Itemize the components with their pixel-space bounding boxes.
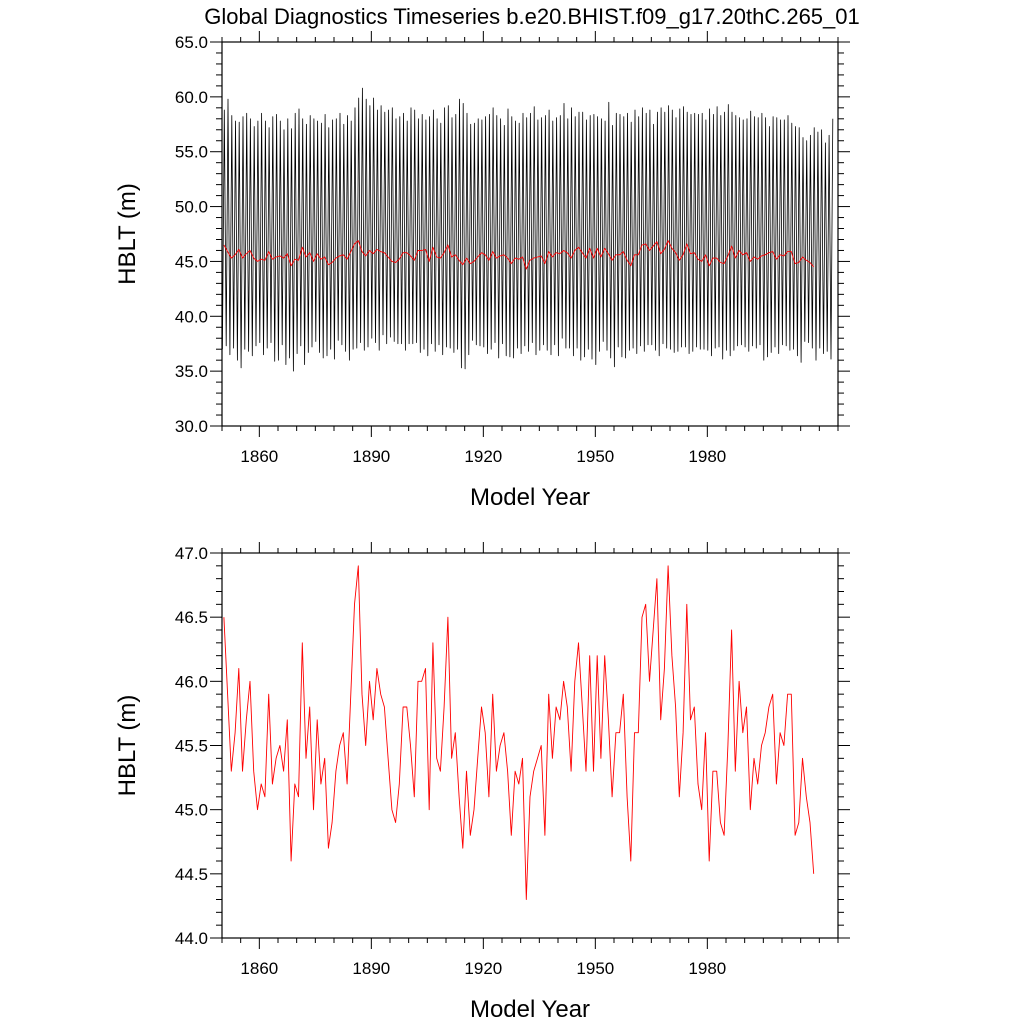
plot-frame [221,552,839,939]
x-tick-label: 1980 [688,959,726,978]
series-line-annual-mean [223,565,815,900]
y-tick-label: 60.0 [175,88,208,107]
plot-frame [221,41,839,427]
x-tick-label: 1860 [240,447,278,466]
y-axis-title: HBLT (m) [114,695,141,797]
x-axis-title: Model Year [470,996,590,1023]
y-tick-label: 46.5 [175,608,208,627]
x-tick-label: 1860 [240,959,278,978]
y-tick-label: 30.0 [175,417,208,436]
x-tick-label: 1890 [352,447,390,466]
y-tick-label: 65.0 [175,33,208,52]
x-tick-label: 1980 [688,447,726,466]
bottom-panel: 1860 1890 1920 1950 1980 44.0 44.5 45.0 45.5 46.0… [114,542,850,1023]
top-panel: 1860 1890 1920 1950 1980 30.0 35.0 40.0 45.0 50.0… [114,31,850,511]
y-tick-label: 45.0 [175,252,208,271]
x-tick-label: 1920 [464,959,502,978]
x-tick-label: 1950 [576,959,614,978]
y-tick-label: 55.0 [175,143,208,162]
y-tick-label: 46.0 [175,672,208,691]
y-tick-label: 50.0 [175,198,208,217]
x-tick-label: 1950 [576,447,614,466]
x-tick-label: 1920 [464,447,502,466]
y-tick-label: 45.5 [175,737,208,756]
y-tick-label: 35.0 [175,362,208,381]
x-tick-label: 1890 [352,959,390,978]
chart-title: Global Diagnostics Timeseries b.e20.BHIS… [204,4,860,29]
y-axis-title: HBLT (m) [114,183,141,285]
y-tick-label: 47.0 [175,544,208,563]
y-tick-label: 45.0 [175,801,208,820]
series-line-annual-mean [223,240,815,270]
series-line-monthly [222,87,834,372]
y-tick-label: 44.0 [175,929,208,948]
x-axis-title: Model Year [470,484,590,511]
y-tick-label: 40.0 [175,307,208,326]
y-tick-label: 44.5 [175,865,208,884]
